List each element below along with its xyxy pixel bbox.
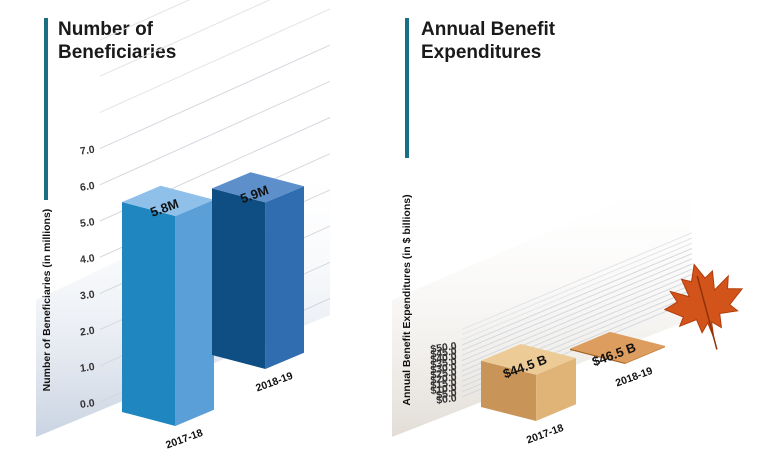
- y-tick-label: 2.0: [79, 325, 95, 339]
- y-tick-label: $20.0: [430, 371, 458, 387]
- y-tick-label: $45.0: [430, 345, 458, 361]
- x-category-label: 2017-18: [164, 427, 204, 452]
- y-tick-label: $5.0: [436, 387, 458, 402]
- bar-side-face: [212, 188, 266, 369]
- y-tick-label: 6.0: [79, 180, 95, 194]
- bar-front-face: [536, 357, 576, 421]
- bar-top-face: [212, 172, 304, 203]
- gridline: [99, 0, 271, 77]
- expenditures-chart: $0.0$5.0$10.0$15.0$20.0$25.0$30.0$35.0$4…: [392, 170, 744, 447]
- y-tick-label: $15.0: [430, 376, 458, 392]
- x-category-label: 2017-18: [525, 422, 565, 447]
- x-category-label: 2018-19: [254, 370, 294, 395]
- y-tick-label: $35.0: [430, 356, 458, 372]
- x-category-label: 2018-19: [614, 365, 654, 390]
- y-tick-label: 0.0: [79, 397, 95, 411]
- gridline: [461, 268, 693, 367]
- title-accent-bar: [405, 18, 409, 158]
- gridline: [461, 253, 693, 351]
- gridline: [99, 80, 331, 186]
- gridline: [461, 258, 693, 356]
- gridline: [99, 0, 191, 41]
- gridline: [461, 263, 693, 362]
- chart-title-line: Number of: [58, 19, 153, 40]
- chart-title: Annual Benefit Expenditures: [421, 18, 555, 64]
- beneficiaries-chart-panel: Number of Beneficiaries 0.0 1.0 2.0 3.0 4.0 5…: [0, 0, 385, 467]
- y-tick-label: $25.0: [430, 366, 458, 382]
- y-tick-label: 3.0: [79, 288, 95, 302]
- y-tick-label: 5.0: [79, 216, 95, 230]
- bar-top-face: [122, 185, 214, 217]
- y-tick-label: 1.0: [79, 361, 95, 375]
- chart-title-line: Expenditures: [421, 42, 542, 63]
- bar-side-face: [570, 348, 626, 364]
- y-axis-label: Number of Beneficiaries (in millions): [41, 209, 53, 392]
- y-tick-label: $30.0: [430, 361, 458, 377]
- y-tick-label: $50.0: [430, 340, 458, 356]
- gridline: [461, 247, 693, 346]
- bar-top-face: [481, 343, 576, 375]
- bar-front-face: [625, 345, 665, 364]
- y-tick-label: $40.0: [430, 350, 458, 366]
- chart-title-line: Annual Benefit: [421, 19, 556, 40]
- y-tick-label: 4.0: [79, 252, 95, 266]
- bar-top-face: [570, 331, 665, 363]
- maple-leaf-icon: [663, 263, 744, 350]
- gridline: [461, 237, 693, 336]
- y-tick-label: $0.0: [436, 392, 458, 407]
- gridline: [461, 242, 693, 341]
- title-accent-bar: [44, 18, 48, 200]
- bar-side-face: [481, 360, 537, 421]
- bar-side-face: [122, 202, 176, 426]
- gridline: [461, 232, 693, 330]
- beneficiaries-chart: 0.0 1.0 2.0 3.0 4.0 5.0 6.0 7.0 Number of Benefi…: [36, 0, 331, 452]
- y-tick-label: 7.0: [79, 144, 95, 158]
- y-axis-label: Annual Benefit Expenditures (in $ billio…: [401, 194, 413, 405]
- chart-title: Number of Beneficiaries: [58, 18, 176, 64]
- floor-shading: [392, 170, 690, 437]
- bar-front-face: [175, 199, 214, 426]
- gridline: [99, 44, 331, 150]
- expenditures-chart-panel: Annual Benefit Expenditures $0.0 $5.0 $10.…: [385, 0, 775, 467]
- bar-front-face: [265, 186, 304, 369]
- chart-title-line: Beneficiaries: [58, 42, 177, 63]
- y-tick-label: $10.0: [430, 382, 458, 398]
- gridline: [99, 8, 331, 113]
- maple-leaf-stem: [696, 275, 718, 350]
